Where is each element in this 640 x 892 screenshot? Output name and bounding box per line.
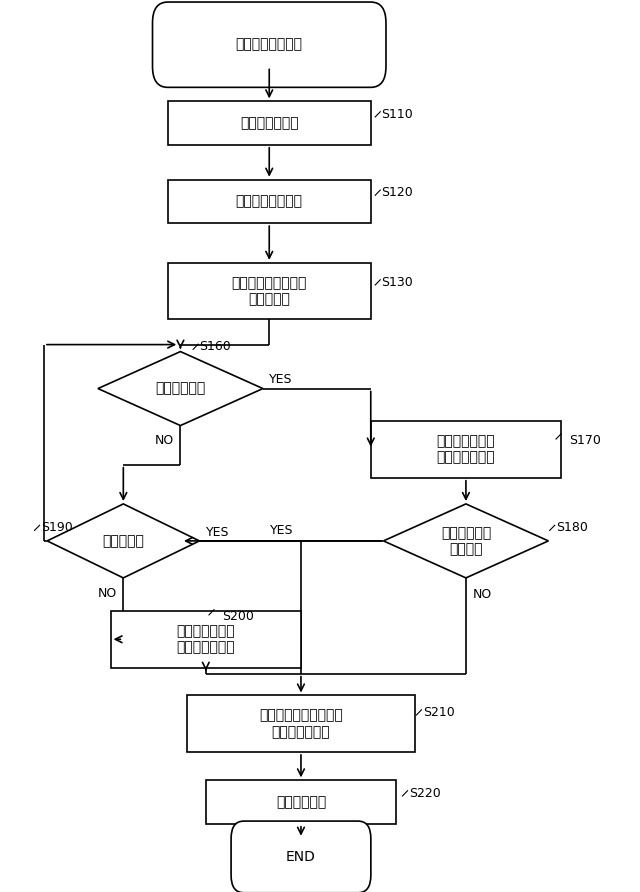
Text: S120: S120 — [381, 186, 413, 199]
Text: YES: YES — [269, 374, 292, 386]
Text: 条件に対応する
表示方法を設定: 条件に対応する 表示方法を設定 — [436, 434, 495, 465]
FancyBboxPatch shape — [111, 611, 301, 667]
Text: NO: NO — [98, 587, 117, 599]
Text: 次に優先順位が
高い条件を取得: 次に優先順位が 高い条件を取得 — [177, 624, 235, 655]
Text: S130: S130 — [381, 276, 413, 289]
Text: YES: YES — [206, 525, 229, 539]
Text: S190: S190 — [41, 521, 72, 534]
Polygon shape — [98, 351, 263, 425]
FancyBboxPatch shape — [168, 179, 371, 223]
FancyBboxPatch shape — [168, 263, 371, 319]
FancyBboxPatch shape — [187, 696, 415, 752]
Text: ソースコード取得: ソースコード取得 — [236, 194, 303, 209]
Text: 表示部に出力: 表示部に出力 — [276, 795, 326, 809]
Text: S220: S220 — [409, 787, 440, 800]
FancyBboxPatch shape — [168, 102, 371, 145]
Text: 設定された表示方法の
表示画像を生成: 設定された表示方法の 表示画像を生成 — [259, 708, 343, 739]
Text: 条件に合致？: 条件に合致？ — [156, 382, 205, 395]
Text: YES: YES — [270, 524, 294, 537]
FancyBboxPatch shape — [206, 780, 396, 824]
Text: S160: S160 — [200, 340, 231, 353]
Text: S200: S200 — [221, 610, 253, 624]
FancyBboxPatch shape — [371, 421, 561, 478]
Text: S110: S110 — [381, 108, 413, 120]
Text: S170: S170 — [569, 434, 600, 447]
Text: S180: S180 — [556, 521, 588, 534]
Text: 優先順位が最も高い
条件を取得: 優先順位が最も高い 条件を取得 — [232, 276, 307, 306]
Text: NO: NO — [155, 434, 174, 447]
Text: 他の表示方法
も選択？: 他の表示方法 も選択？ — [441, 525, 491, 556]
Text: END: END — [286, 850, 316, 864]
Text: NO: NO — [472, 589, 492, 601]
Text: テスト結果取得: テスト結果取得 — [240, 116, 298, 130]
Text: S210: S210 — [423, 706, 454, 719]
FancyBboxPatch shape — [152, 2, 386, 87]
Polygon shape — [383, 504, 548, 578]
Text: 最終条件？: 最終条件？ — [102, 534, 144, 548]
Text: 表示方法設定処理: 表示方法設定処理 — [236, 37, 303, 52]
Polygon shape — [47, 504, 200, 578]
FancyBboxPatch shape — [231, 821, 371, 892]
